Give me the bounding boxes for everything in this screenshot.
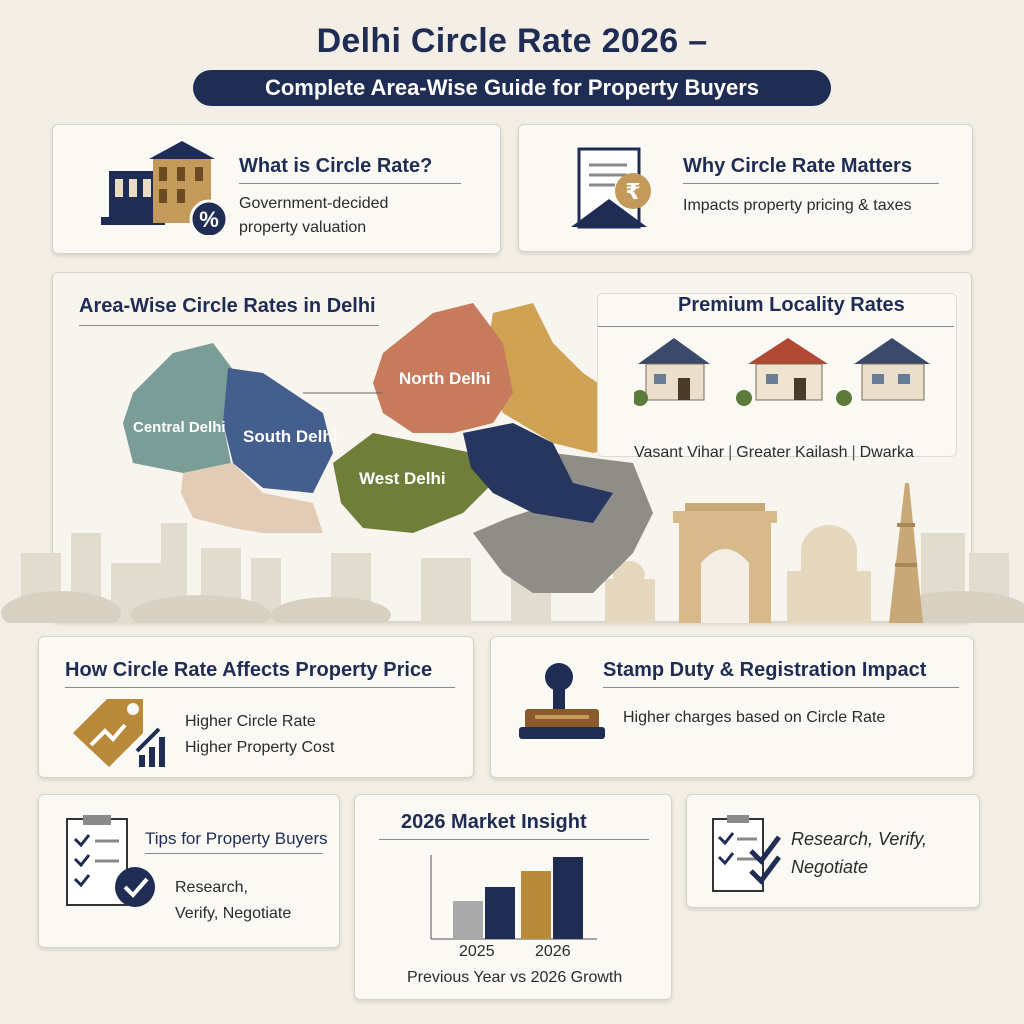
- region-central: [123, 343, 243, 473]
- rupee-document-icon: ₹: [571, 147, 651, 229]
- bar-1: [453, 901, 483, 939]
- tips-line2: Verify, Negotiate: [175, 905, 292, 922]
- market-label-2026: 2026: [535, 943, 571, 960]
- map-section-card: Area-Wise Circle Rates in Delhi: [1, 272, 1024, 623]
- stamp-icon: [519, 663, 605, 739]
- price-effect-rule: [65, 687, 455, 688]
- region-west: [333, 433, 493, 533]
- svg-text:₹: ₹: [625, 180, 640, 205]
- premium-rule: [598, 326, 954, 327]
- locality-separator: |: [728, 444, 733, 461]
- why-matters-rule: [683, 183, 939, 184]
- region-label-south: South Delhi: [243, 427, 338, 446]
- tips-card: Tips for Property Buyers Research, Verif…: [38, 794, 340, 948]
- tips-heading: Tips for Property Buyers: [145, 829, 328, 848]
- government-building-icon: %: [101, 141, 229, 235]
- locality-vasant-vihar: Vasant Vihar: [634, 444, 725, 461]
- stamp-duty-card: Stamp Duty & Registration Impact Higher …: [490, 636, 974, 778]
- region-gray-east: [473, 453, 653, 593]
- region-label-central: Central Delhi: [133, 419, 226, 436]
- price-effect-line1: Higher Circle Rate: [185, 713, 316, 730]
- market-caption: Previous Year vs 2026 Growth: [407, 969, 623, 986]
- market-heading: 2026 Market Insight: [401, 811, 587, 833]
- region-tan-south: [181, 463, 323, 533]
- locality-separator: |: [851, 444, 856, 461]
- region-mustard: [483, 303, 633, 453]
- region-navy-east: [463, 423, 613, 523]
- price-effect-card: How Circle Rate Affects Property Price H…: [38, 636, 474, 778]
- why-matters-card: ₹ Why Circle Rate Matters Impacts proper…: [518, 124, 973, 252]
- locality-greater-kailash: Greater Kailash: [736, 444, 848, 461]
- market-growth-chart: [430, 855, 597, 940]
- bar-3: [521, 871, 551, 939]
- house-icons: [634, 338, 930, 406]
- map-section-heading: Area-Wise Circle Rates in Delhi: [79, 295, 376, 317]
- why-matters-heading: Why Circle Rate Matters: [683, 155, 912, 177]
- what-is-heading: What is Circle Rate?: [239, 155, 433, 177]
- checklist-icon: [66, 815, 155, 907]
- checklist-line2: Negotiate: [791, 857, 869, 877]
- what-is-card: % What is Circle Rate? Government-decide…: [52, 124, 501, 254]
- delhi-region-map: [123, 303, 653, 593]
- market-label-2025: 2025: [459, 943, 495, 960]
- svg-text:%: %: [199, 207, 219, 232]
- checklist-line1: Research, Verify,: [791, 829, 928, 849]
- market-rule: [379, 839, 649, 840]
- region-label-north: North Delhi: [399, 369, 491, 388]
- what-is-rule: [239, 183, 461, 184]
- why-matters-text: Impacts property pricing & taxes: [683, 197, 912, 214]
- premium-localities: Vasant Vihar | Greater Kailash | Dwarka: [634, 444, 914, 462]
- what-is-line2: property valuation: [239, 219, 367, 236]
- tips-line1: Research,: [175, 879, 248, 896]
- premium-locality-card: Premium Locality Rates Vasant Vihar | Grea…: [597, 293, 957, 461]
- price-effect-line2: Higher Property Cost: [185, 739, 335, 756]
- locality-dwarka: Dwarka: [859, 444, 914, 461]
- page-subtitle: Complete Area-Wise Guide for Property Bu…: [193, 70, 831, 106]
- page-title: Delhi Circle Rate 2026 –: [316, 22, 708, 60]
- price-effect-heading: How Circle Rate Affects Property Price: [65, 659, 433, 681]
- map-section-rule: [79, 325, 379, 326]
- bar-4: [553, 857, 583, 939]
- stamp-duty-rule: [603, 687, 959, 688]
- price-tag-icon: [73, 699, 165, 767]
- region-south: [223, 368, 333, 493]
- region-north: [373, 303, 513, 433]
- region-label-west: West Delhi: [359, 469, 446, 488]
- stamp-duty-text: Higher charges based on Circle Rate: [623, 709, 886, 726]
- tips-rule: [145, 853, 323, 854]
- bar-2: [485, 887, 515, 939]
- premium-heading: Premium Locality Rates: [678, 294, 905, 316]
- checklist-card: Research, Verify, Negotiate: [686, 794, 980, 908]
- stamp-duty-heading: Stamp Duty & Registration Impact: [603, 659, 927, 681]
- market-insight-card: 2026 Market Insight 2025 2026 Previous Y…: [354, 794, 672, 1000]
- checklist-icon-2: [712, 815, 781, 892]
- what-is-line1: Government-decided: [239, 195, 389, 212]
- delhi-skyline: [1, 483, 1024, 623]
